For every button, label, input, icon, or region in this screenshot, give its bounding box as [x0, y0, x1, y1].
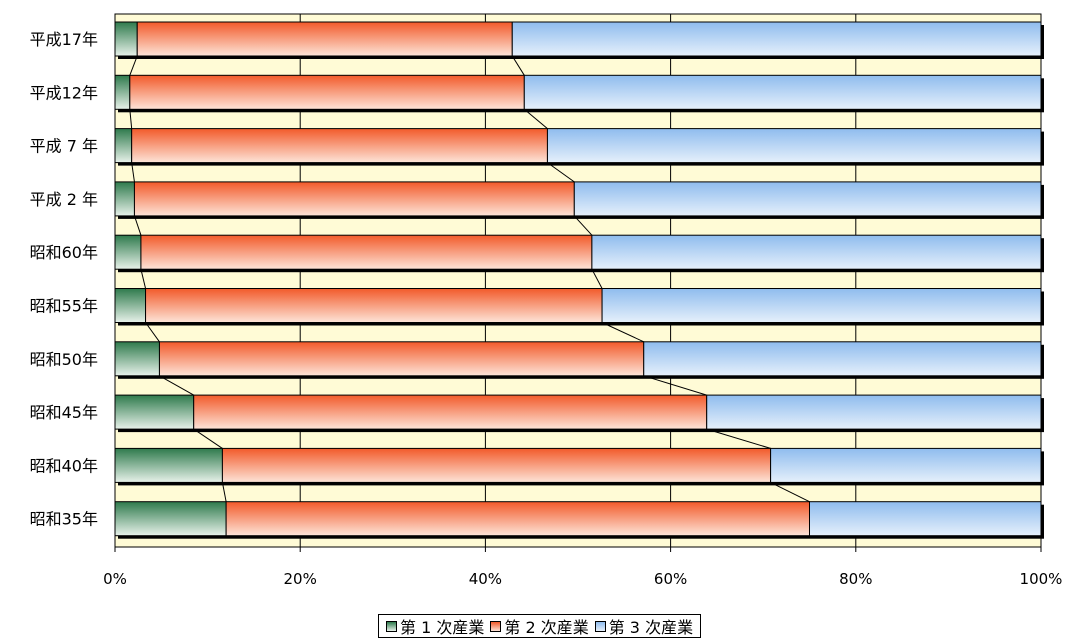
- series-line: [221, 482, 227, 502]
- bar-segment: [114, 181, 135, 217]
- bar-segment: [114, 234, 142, 270]
- legend-swatch-primary: [386, 620, 397, 632]
- x-tick-label: 100%: [1020, 570, 1063, 588]
- bar-segment: [140, 234, 593, 270]
- category-label: 平成 7 年: [30, 137, 98, 156]
- series-line: [140, 269, 147, 289]
- legend-label: 第 3 次産業: [608, 618, 694, 637]
- legend: 第 1 次産業 第 2 次産業 第 3 次産業: [378, 614, 702, 638]
- bar-segment: [225, 501, 810, 537]
- bar-segment: [136, 21, 513, 57]
- bar-segment: [511, 21, 1042, 57]
- legend-item-secondary: 第 2 次産業: [490, 614, 589, 638]
- bar-segment: [591, 234, 1042, 270]
- legend-item-primary: 第 1 次産業: [386, 614, 484, 638]
- bar-segment: [114, 341, 160, 377]
- bar-segment: [114, 447, 223, 483]
- series-lines: [129, 55, 810, 503]
- bar-segment: [133, 181, 575, 217]
- x-tick-label: 40%: [469, 570, 502, 588]
- series-line: [129, 55, 138, 76]
- legend-swatch-tertiary: [594, 620, 606, 632]
- series-line: [591, 268, 603, 289]
- series-line: [770, 481, 810, 503]
- series-line: [145, 322, 160, 343]
- bar-segment: [131, 128, 548, 164]
- category-label: 昭和60年: [30, 243, 98, 262]
- bar-segment: [193, 394, 708, 430]
- bar-segment: [114, 21, 138, 57]
- series-line: [129, 109, 133, 129]
- category-label: 昭和40年: [30, 456, 98, 475]
- series-line: [706, 428, 771, 449]
- legend-label: 第 1 次産業: [400, 618, 485, 637]
- bar-segment: [706, 394, 1042, 430]
- bar-segment: [221, 447, 772, 483]
- bar-segment: [770, 447, 1042, 483]
- x-tick-label: 20%: [284, 570, 317, 588]
- category-label: 昭和50年: [30, 350, 98, 369]
- series-line: [643, 375, 707, 396]
- series-line: [601, 322, 644, 343]
- category-label: 平成 2 年: [30, 190, 98, 209]
- bar-segment: [523, 74, 1042, 110]
- category-label: 昭和35年: [30, 510, 98, 529]
- series-line: [523, 108, 548, 129]
- bar-segment: [129, 74, 525, 110]
- bar-segment: [114, 288, 147, 323]
- series-line: [193, 428, 223, 449]
- bar-segment: [145, 288, 603, 323]
- legend-label: 第 2 次産業: [504, 618, 589, 637]
- x-tick-label: 0%: [103, 570, 127, 588]
- category-label: 昭和55年: [30, 297, 98, 316]
- category-label: 平成17年: [30, 30, 98, 49]
- bar-segment: [546, 128, 1042, 164]
- bar-segment: [809, 501, 1042, 537]
- category-label: 昭和45年: [30, 403, 98, 422]
- bar-segment: [114, 74, 131, 110]
- series-line: [133, 215, 142, 236]
- series-line: [159, 375, 194, 396]
- x-tick-label: 60%: [654, 570, 687, 588]
- series-line: [511, 55, 525, 76]
- bar-segment: [114, 128, 133, 164]
- bar-segment: [114, 501, 227, 537]
- bar-segment: [573, 181, 1042, 217]
- bar-segment: [643, 341, 1042, 377]
- x-axis-ticks: 0% 20% 40% 60% 80% 100%: [103, 547, 1062, 588]
- bars: [114, 21, 1044, 539]
- bar-segment: [601, 288, 1042, 323]
- legend-item-tertiary: 第 3 次産業: [594, 614, 694, 638]
- series-line: [131, 162, 135, 182]
- x-tick-label: 80%: [839, 570, 872, 588]
- series-line: [573, 215, 593, 236]
- series-line: [547, 162, 575, 183]
- legend-swatch-secondary: [490, 620, 502, 632]
- bar-segment: [114, 394, 195, 430]
- bar-segment: [158, 341, 645, 377]
- category-label: 平成12年: [30, 83, 98, 102]
